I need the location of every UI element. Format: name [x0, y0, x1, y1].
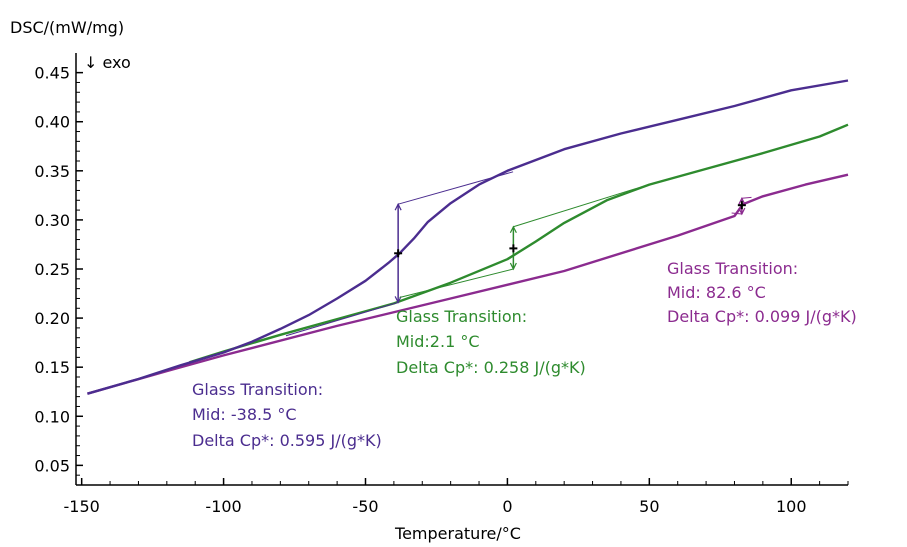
- transition-step-arrow-up-3: [738, 196, 746, 205]
- transition-step-arrow-up-2: [509, 225, 517, 234]
- transition-lower-tangent-1: [285, 301, 399, 337]
- series-line-2: [189, 123, 849, 364]
- glass-transition-annotation-2: Glass Transition: Mid:2.1 °C Delta Cp*: …: [396, 307, 586, 377]
- annotation-heading: Glass Transition:: [192, 380, 323, 399]
- annotation-heading: Glass Transition:: [396, 307, 527, 326]
- annotation-delta-cp: Delta Cp*: 0.099 J/(g*K): [667, 307, 857, 326]
- y-tick-label: 0.20: [34, 309, 70, 328]
- y-axis-title: DSC/(mW/mg): [10, 18, 124, 37]
- annotation-mid: Mid:2.1 °C: [396, 332, 480, 351]
- annotation-delta-cp: Delta Cp*: 0.595 J/(g*K): [192, 431, 382, 450]
- exo-direction-note: ↓ exo: [84, 53, 131, 72]
- transition-lower-tangent-2: [399, 268, 514, 298]
- annotation-heading: Glass Transition:: [667, 259, 798, 278]
- series-line-3: [87, 173, 849, 395]
- x-tick-label: 0: [502, 497, 512, 516]
- x-tick-label: 50: [639, 497, 659, 516]
- y-tick-label: 0.35: [34, 162, 70, 181]
- y-tick-label: 0.40: [34, 113, 70, 132]
- y-tick-label: 0.30: [34, 211, 70, 230]
- annotation-mid: Mid: -38.5 °C: [192, 405, 297, 424]
- series-line-1: [87, 79, 849, 395]
- x-tick-label: -150: [64, 497, 100, 516]
- x-tick-label: -50: [352, 497, 378, 516]
- series-group: [87, 79, 849, 395]
- transition-upper-tangent-1: [398, 171, 514, 205]
- y-tick-label: 0.25: [34, 260, 70, 279]
- y-tick-label: 0.45: [34, 64, 70, 83]
- y-tick-label: 0.15: [34, 358, 70, 377]
- x-axis-title: Temperature/°C: [394, 524, 521, 543]
- axes: 0.05 0.10 0.15 0.20 0.25 0.30 0.35 0.40 0.45 -150…: [34, 53, 849, 516]
- x-tick-label: 100: [776, 497, 807, 516]
- transition-step-arrow-down-2: [509, 262, 517, 271]
- transition-step-arrow-down-1: [394, 296, 402, 304]
- transition-lower-tangent-3: [731, 212, 742, 215]
- glass-transition-annotation-1: Glass Transition: Mid: -38.5 °C Delta Cp…: [192, 380, 382, 450]
- transition-step-arrow-up-1: [394, 202, 402, 211]
- annotation-delta-cp: Delta Cp*: 0.258 J/(g*K): [396, 358, 586, 377]
- transition-upper-tangent-2: [513, 182, 656, 228]
- x-tick-label: -100: [205, 497, 241, 516]
- glass-transition-annotation-3: Glass Transition: Mid: 82.6 °C Delta Cp*…: [667, 259, 857, 326]
- transition-markers: [285, 171, 752, 337]
- y-tick-label: 0.10: [34, 407, 70, 426]
- transition-upper-tangent-3: [741, 196, 752, 199]
- annotation-mid: Mid: 82.6 °C: [667, 283, 766, 302]
- y-tick-label: 0.05: [34, 456, 70, 475]
- transition-step-arrow-down-3: [738, 207, 746, 216]
